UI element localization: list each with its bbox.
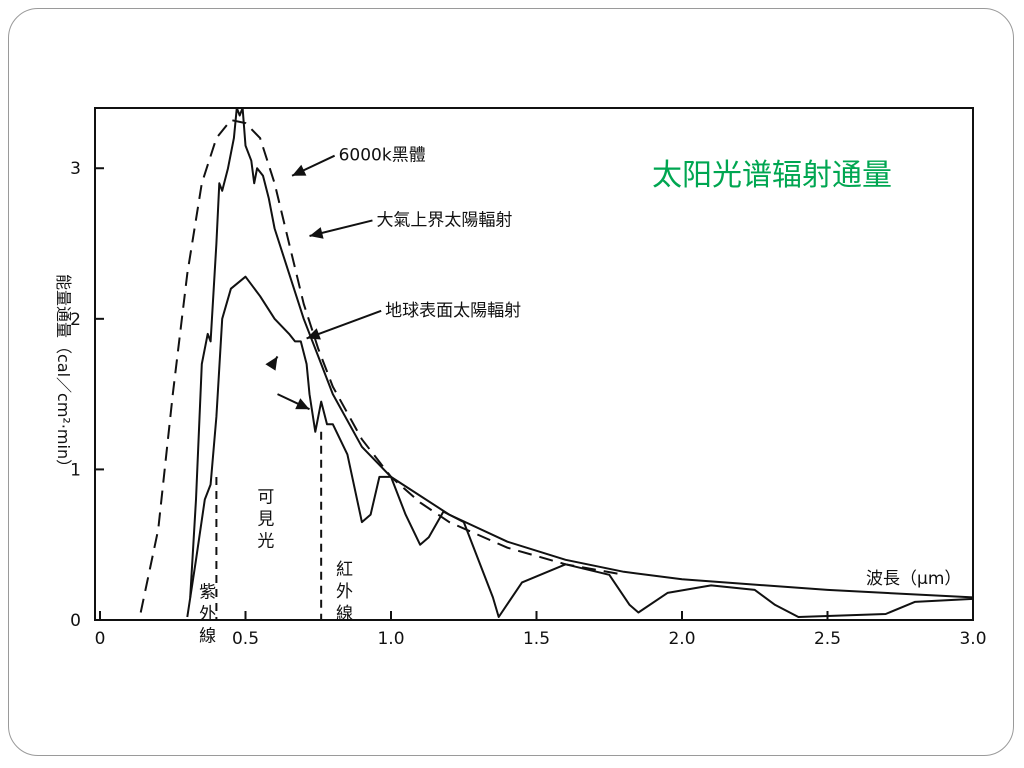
- series-line-2: [186, 275, 974, 618]
- annotation-arrowhead: [295, 398, 310, 410]
- plot-frame: [94, 107, 974, 621]
- y-axis-label: 能量通量（cal／cm²·min）: [54, 274, 73, 475]
- annotation-leader: [306, 309, 382, 340]
- x-tick-label: 0.5: [232, 629, 259, 649]
- band-label: 可見光: [257, 488, 274, 552]
- slide-frame: [8, 8, 1014, 756]
- annotation-label: 地球表面太陽輻射: [385, 301, 521, 321]
- series-line-1: [189, 107, 974, 599]
- y-tick-label: 2: [70, 310, 81, 330]
- y-tick-label: 1: [70, 460, 81, 480]
- x-tick-label: 2.0: [668, 629, 695, 649]
- x-tick-label: 2.5: [814, 629, 841, 649]
- band-label: 紫外線: [199, 582, 216, 646]
- series-line-0: [139, 119, 624, 613]
- annotation-arrowhead: [265, 356, 278, 371]
- annotation-arrowhead: [309, 227, 324, 239]
- y-tick-label: 0: [70, 611, 81, 631]
- x-tick-label: 1.5: [523, 629, 550, 649]
- band-label: 紅外線: [336, 560, 353, 624]
- x-tick-label: 1.0: [377, 629, 404, 649]
- annotation-arrowhead: [306, 328, 321, 340]
- x-tick-label: 3.0: [959, 629, 986, 649]
- x-tick-label: 0: [95, 629, 106, 649]
- x-axis-label: 波長（μm）: [866, 569, 961, 589]
- y-tick-label: 3: [70, 159, 81, 179]
- annotation-arrowhead: [292, 164, 307, 176]
- annotation-label: 6000k黑體: [339, 146, 426, 166]
- annotation-label: 大氣上界太陽輻射: [376, 210, 512, 230]
- slide-title: 太阳光谱辐射通量: [652, 158, 892, 193]
